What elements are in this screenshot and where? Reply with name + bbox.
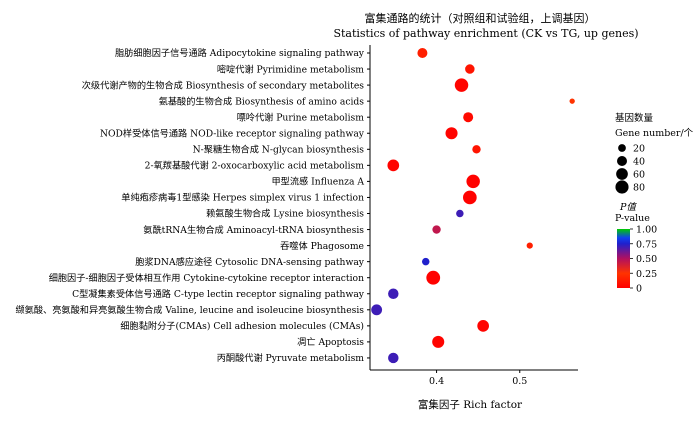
size-legend-label: 40 bbox=[633, 157, 645, 168]
category-label: 氨基酸的生物合成 Biosynthesis of amino acids bbox=[159, 95, 365, 107]
chart-title: 富集通路的统计（对照组和试验组，上调基因） bbox=[365, 11, 596, 25]
color-legend-label: 0.50 bbox=[636, 254, 657, 265]
color-legend: P值 P-value 1.00 0.75 0.50 0.25 0 bbox=[615, 202, 657, 295]
x-tick-label: 0.5 bbox=[512, 376, 527, 387]
data-point bbox=[432, 225, 441, 234]
size-legend-dot bbox=[615, 180, 629, 194]
color-legend-label: 1.00 bbox=[636, 225, 657, 236]
category-labels: 脂肪细胞因子信号通路 Adipocytokine signaling pathw… bbox=[15, 47, 364, 364]
data-point bbox=[526, 242, 533, 249]
size-legend-label: 20 bbox=[633, 144, 645, 155]
category-label: N-聚糖生物合成 N-glycan biosynthesis bbox=[193, 144, 365, 156]
color-legend-label: 0 bbox=[636, 284, 642, 295]
data-point bbox=[477, 320, 489, 332]
chart-subtitle: Statistics of pathway enrichment (CK vs … bbox=[333, 27, 638, 40]
category-label: 嘌呤代谢 Purine metabolism bbox=[237, 111, 365, 123]
size-legend-label: 80 bbox=[633, 183, 645, 194]
category-label: 吞噬体 Phagosome bbox=[280, 240, 364, 252]
data-point bbox=[371, 304, 383, 316]
category-label: 丙酮酸代谢 Pyruvate metabolism bbox=[217, 352, 365, 364]
category-label: 胞浆DNA感应途径 Cytosolic DNA-sensing pathway bbox=[135, 256, 365, 268]
data-point bbox=[387, 159, 400, 172]
data-point bbox=[417, 48, 428, 58]
x-axis-title: 富集因子 Rich factor bbox=[418, 398, 523, 411]
category-label: 脂肪细胞因子信号通路 Adipocytokine signaling pathw… bbox=[115, 47, 365, 59]
category-label: 次级代谢产物的生物合成 Biosynthesis of secondary me… bbox=[82, 79, 365, 91]
category-label: 细胞黏附分子(CMAs) Cell adhesion molecules (CM… bbox=[120, 320, 364, 332]
data-point bbox=[426, 270, 441, 285]
category-label: 缬氨酸、亮氨酸和异亮氨酸生物合成 Valine, leucine and iso… bbox=[15, 304, 364, 316]
x-axis-ticks: 0.4 0.5 bbox=[429, 370, 527, 387]
category-label: 细胞因子-细胞因子受体相互作用 Cytokine-cytokine recept… bbox=[49, 272, 364, 284]
data-point bbox=[432, 335, 445, 348]
color-legend-bar bbox=[617, 229, 630, 288]
data-point bbox=[454, 78, 469, 92]
data-point bbox=[465, 64, 475, 74]
color-legend-subtitle: P-value bbox=[615, 213, 650, 224]
category-label: 嘧啶代谢 Pyrimidine metabolism bbox=[217, 63, 364, 75]
data-point bbox=[445, 127, 458, 140]
size-legend-dot bbox=[617, 156, 627, 166]
category-label: 赖氨酸生物合成 Lysine biosynthesis bbox=[206, 208, 364, 220]
data-point bbox=[463, 190, 477, 205]
category-label: 单纯疱疹病毒1型感染 Herpes simplex virus 1 infect… bbox=[121, 192, 364, 204]
x-tick-label: 0.4 bbox=[429, 376, 444, 387]
color-legend-label: 0.25 bbox=[636, 269, 657, 280]
category-label: 凋亡 Apoptosis bbox=[297, 336, 364, 348]
size-legend-subtitle: Gene number/个 bbox=[615, 128, 694, 139]
data-point bbox=[388, 352, 399, 364]
data-point bbox=[421, 257, 430, 266]
category-label: NOD样受体信号通路 NOD-like receptor signaling p… bbox=[100, 127, 365, 139]
size-legend: 基因数量 Gene number/个 20 40 60 80 bbox=[615, 112, 694, 194]
size-legend-title: 基因数量 bbox=[615, 112, 654, 124]
color-legend-label: 0.75 bbox=[636, 239, 657, 250]
size-legend-dot bbox=[618, 144, 626, 152]
data-point bbox=[463, 112, 474, 123]
color-legend-title: P值 bbox=[619, 202, 637, 213]
data-point bbox=[388, 288, 399, 299]
category-label: C型凝集素受体信号通路 C-type lectin receptor signa… bbox=[72, 288, 365, 300]
data-point bbox=[472, 145, 481, 154]
data-point bbox=[569, 98, 575, 104]
category-label: 氨酰tRNA生物合成 Aminoacyl-tRNA biosynthesis bbox=[143, 224, 364, 236]
size-legend-label: 60 bbox=[633, 170, 645, 181]
data-point bbox=[466, 174, 480, 189]
data-points bbox=[371, 48, 575, 364]
category-label: 2-氧羰基酸代谢 2-oxocarboxylic acid metabolism bbox=[145, 160, 365, 172]
data-point bbox=[456, 209, 464, 218]
size-legend-dot bbox=[616, 168, 628, 180]
category-label: 甲型流感 Influenza A bbox=[272, 176, 365, 188]
